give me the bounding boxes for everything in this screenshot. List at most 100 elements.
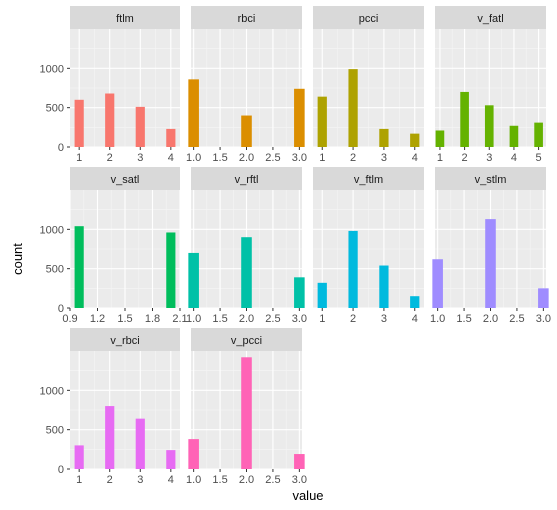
y-tick-label: 1000	[40, 385, 64, 397]
x-tick-label: 3.0	[536, 313, 551, 325]
x-tick-label: 1.5	[117, 313, 132, 325]
x-tick-label: 1	[319, 313, 325, 325]
y-axis-title: count	[10, 243, 25, 275]
x-tick-label: 3.0	[292, 474, 307, 486]
facet-strip	[191, 328, 302, 351]
bar	[188, 439, 199, 469]
x-tick-label: 1.0	[186, 474, 201, 486]
x-tick-label: 2.5	[265, 313, 280, 325]
x-tick-label: 4	[511, 152, 517, 164]
x-tick-label: 1.5	[212, 474, 227, 486]
bar	[485, 219, 496, 308]
x-axis-title: value	[292, 488, 323, 503]
facet-strip	[70, 167, 180, 190]
y-tick-label: 500	[46, 103, 64, 115]
x-tick-label: 2.5	[265, 152, 280, 164]
facet-strip-label: v_rftl	[235, 174, 259, 186]
y-tick-label: 500	[46, 264, 64, 276]
facet-strip	[313, 167, 424, 190]
bar	[435, 130, 445, 147]
facet-strip	[191, 6, 302, 29]
x-tick-label: 3	[137, 474, 143, 486]
x-tick-label: 2	[350, 152, 356, 164]
x-tick-label: 1.5	[212, 313, 227, 325]
bar	[460, 91, 469, 147]
y-tick-label: 1000	[40, 63, 64, 75]
x-tick-label: 3	[137, 152, 143, 164]
x-tick-label: 1.5	[212, 152, 227, 164]
bar	[348, 230, 358, 308]
x-tick-label: 1.8	[145, 313, 160, 325]
facet-strip	[435, 167, 546, 190]
bar	[188, 79, 199, 147]
bar	[166, 128, 176, 147]
facet-panel-v-ftlm: v_ftlm 1 2 3 4	[313, 167, 424, 325]
x-tick-label: 3.0	[292, 152, 307, 164]
bar	[484, 105, 494, 147]
facet-panel-rbci: rbci 1.0 1.5 2.0 2.5 3.0	[186, 6, 307, 164]
facet-strip	[70, 328, 180, 351]
bar	[317, 282, 327, 308]
x-tick-label: 1	[76, 474, 82, 486]
facet-strip-label: v_stlm	[475, 174, 507, 186]
facet-strip-label: v_ftlm	[354, 174, 383, 186]
facet-strip	[191, 167, 302, 190]
x-tick-label: 4	[412, 152, 418, 164]
bar	[241, 357, 252, 469]
x-tick-label: 2.0	[483, 313, 498, 325]
x-tick-label: 2.5	[265, 474, 280, 486]
facet-panel-v-pcci: v_pcci 1.0 1.5 2.0 2.5 3.0	[186, 328, 307, 486]
facet-panel-pcci: pcci 1 2 3 4	[313, 6, 424, 164]
bar	[105, 406, 115, 469]
bar	[534, 122, 543, 147]
facet-strip-label: v_rbci	[110, 335, 139, 347]
x-tick-label: 2	[107, 474, 113, 486]
bar	[348, 69, 358, 147]
y-tick-label: 1000	[40, 224, 64, 236]
bar	[294, 454, 305, 469]
facet-panel-v-stlm: v_stlm 1.0 1.5 2.0 2.5 3.0	[430, 167, 551, 325]
x-tick-label: 3	[486, 152, 492, 164]
facet-strip-label: rbci	[238, 13, 256, 25]
facet-strip-label: pcci	[359, 13, 379, 25]
bar	[294, 277, 305, 308]
x-tick-label: 1.5	[456, 313, 471, 325]
x-tick-label: 1.2	[90, 313, 105, 325]
x-tick-label: 5	[536, 152, 542, 164]
facet-strip-label: v_fatl	[477, 13, 503, 25]
x-tick-label: 2.0	[239, 474, 254, 486]
bar	[188, 252, 199, 308]
facet-strip	[435, 6, 546, 29]
bar	[241, 115, 252, 147]
x-tick-label: 2	[350, 313, 356, 325]
facet-strip-label: v_pcci	[231, 335, 262, 347]
x-tick-label: 2	[107, 152, 113, 164]
y-tick-label: 500	[46, 425, 64, 437]
bar	[166, 450, 176, 469]
x-tick-label: 2.1	[172, 313, 187, 325]
bar	[74, 226, 84, 308]
facet-panel-ftlm: ftlm 1 2 3 4 0 500 1000	[40, 6, 180, 164]
x-tick-label: 3.0	[292, 313, 307, 325]
bar	[105, 93, 115, 147]
facet-panel-v-rbci: v_rbci 1 2 3 4 0 500 1000	[40, 328, 180, 486]
bar	[379, 265, 389, 308]
y-tick-label: 0	[58, 464, 64, 476]
bar	[317, 96, 327, 147]
x-tick-label: 4	[168, 152, 174, 164]
x-tick-label: 4	[412, 313, 418, 325]
bar	[74, 99, 84, 147]
x-tick-label: 3	[381, 152, 387, 164]
facet-panel-v-satl: v_satl 0.9 1.2 1.5 1.8 2.1 0 500 1000	[40, 167, 188, 325]
x-tick-label: 3	[381, 313, 387, 325]
facet-panel-v-rftl: v_rftl 1.0 1.5 2.0 2.5 3.0	[186, 167, 307, 325]
bar	[410, 133, 420, 147]
x-tick-label: 1.0	[186, 313, 201, 325]
x-tick-label: 1	[319, 152, 325, 164]
bar	[135, 418, 145, 469]
x-tick-label: 1	[437, 152, 443, 164]
bar	[294, 88, 305, 147]
x-tick-label: 2.5	[509, 313, 524, 325]
